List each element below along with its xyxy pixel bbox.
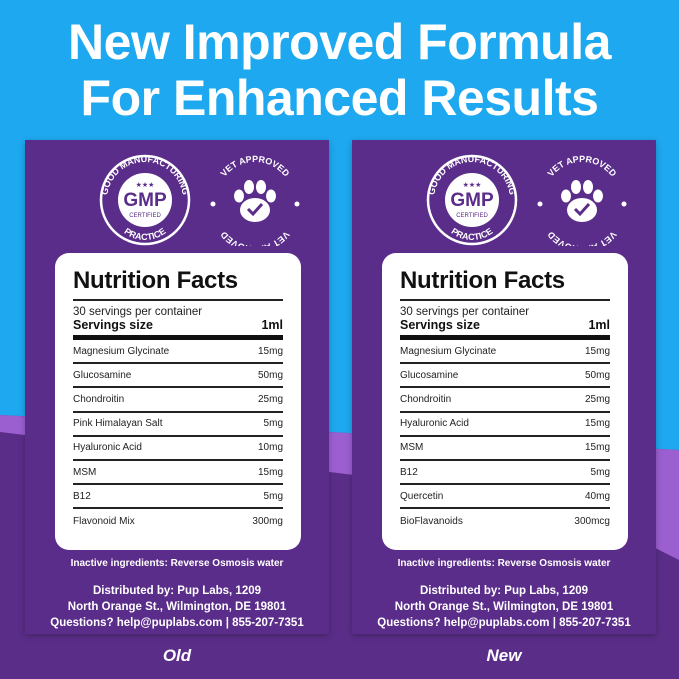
nutrient-row: Hyaluronic Acid 10mg xyxy=(73,437,283,461)
gmp-badge: GOOD MANUFACTURING PRACTICE GMP CERTIFIE… xyxy=(99,154,191,246)
dist-line: Distributed by: Pup Labs, 1209 xyxy=(92,585,262,597)
nutrient-amount: 25mg xyxy=(257,393,283,405)
nutrient-amount: 15mg xyxy=(584,345,610,357)
nutrient-row: Quercetin 40mg xyxy=(400,485,610,510)
nutrient-row: Pink Himalayan Salt 5mg xyxy=(73,413,283,437)
nutrient-amount: 300mcg xyxy=(574,515,610,527)
distributor-info: Distributed by: Pup Labs, 1209 North Oran… xyxy=(25,583,329,631)
paw-check-icon xyxy=(234,180,276,222)
dist-line: North Orange St., Wilmington, DE 19801 xyxy=(67,601,287,613)
inactive-ingredients: Inactive ingredients: Reverse Osmosis wa… xyxy=(397,558,611,569)
serving-size-value: 1ml xyxy=(588,318,610,332)
svg-text:GMP: GMP xyxy=(123,190,167,211)
svg-text:★★★: ★★★ xyxy=(463,181,482,189)
nutrient-amount: 15mg xyxy=(257,345,283,357)
nutrient-amount: 50mg xyxy=(257,369,283,381)
nutrient-name: Chondroitin xyxy=(400,393,452,405)
nutrient-name: BioFlavanoids xyxy=(400,515,463,527)
nutrition-facts-panel: Nutrition Facts 30 servings per containe… xyxy=(382,253,628,550)
nutrient-name: Magnesium Glycinate xyxy=(73,345,170,357)
dist-line: Questions? help@puplabs.com | 855-207-73… xyxy=(50,617,304,629)
servings-per-container: 30 servings per container xyxy=(400,306,530,318)
servings-per-container: 30 servings per container xyxy=(73,306,203,318)
nutrition-facts-title: Nutrition Facts xyxy=(73,267,283,301)
svg-text:VET APPROVED: VET APPROVED xyxy=(218,229,291,246)
nutrient-row: Glucosamine 50mg xyxy=(73,364,283,389)
nutrient-amount: 15mg xyxy=(584,442,610,454)
nutrient-row: Hyaluronic Acid 15mg xyxy=(400,413,610,437)
headline-line-2: For Enhanced Results xyxy=(80,70,599,126)
nutrient-row: MSM 15mg xyxy=(73,461,283,486)
nutrient-row: B12 5mg xyxy=(400,461,610,486)
nutrient-row: Magnesium Glycinate 15mg xyxy=(400,340,610,365)
svg-text:PRACTICE: PRACTICE xyxy=(449,226,494,242)
nutrient-name: B12 xyxy=(400,466,418,478)
nutrient-row: BioFlavanoids 300mcg xyxy=(400,509,610,533)
nutrient-row: Chondroitin 25mg xyxy=(400,388,610,413)
distributor-info: Distributed by: Pup Labs, 1209 North Oran… xyxy=(352,583,656,631)
nutrient-row: Flavonoid Mix 300mg xyxy=(73,509,283,533)
nutrient-row: MSM 15mg xyxy=(400,437,610,461)
nutrient-name: MSM xyxy=(400,442,424,454)
nutrient-amount: 25mg xyxy=(584,393,610,405)
nutrient-name: Hyaluronic Acid xyxy=(400,418,469,430)
nutrient-name: Glucosamine xyxy=(400,369,459,381)
nutrition-card-new: GOOD MANUFACTURING PRACTICE GMP CERTIFIE… xyxy=(352,140,656,634)
nutrient-name: Hyaluronic Acid xyxy=(73,442,142,454)
serving-size: Servings size 1ml xyxy=(400,318,610,340)
nutrient-row: Chondroitin 25mg xyxy=(73,388,283,413)
headline-line-1: New Improved Formula xyxy=(68,14,611,70)
paw-check-icon xyxy=(561,180,603,222)
nutrient-amount: 15mg xyxy=(584,418,610,430)
badges: GOOD MANUFACTURING PRACTICE GMP CERTIFIE… xyxy=(426,154,627,254)
svg-text:VET APPROVED: VET APPROVED xyxy=(545,229,618,246)
gmp-badge: GOOD MANUFACTURING PRACTICE GMP CERTIFIE… xyxy=(426,154,518,246)
nutrient-name: MSM xyxy=(73,466,97,478)
nutrient-name: Quercetin xyxy=(400,490,444,502)
svg-text:PRACTICE: PRACTICE xyxy=(122,226,167,242)
badges: GOOD MANUFACTURING PRACTICE GMP CERTIFIE… xyxy=(99,154,300,254)
svg-text:VET APPROVED: VET APPROVED xyxy=(219,154,292,179)
dist-line: Distributed by: Pup Labs, 1209 xyxy=(419,585,589,597)
vet-approved-badge: VET APPROVED VET APPROVED xyxy=(210,154,300,254)
svg-text:CERTIFIED: CERTIFIED xyxy=(129,213,161,219)
vet-approved-badge: VET APPROVED VET APPROVED xyxy=(537,154,627,254)
serving-size-label: Servings size xyxy=(73,318,153,332)
svg-text:CERTIFIED: CERTIFIED xyxy=(456,213,488,219)
serving-size-label: Servings size xyxy=(400,318,480,332)
nutrient-amount: 10mg xyxy=(257,442,283,454)
serving-size: Servings size 1ml xyxy=(73,318,283,340)
nutrient-name: Pink Himalayan Salt xyxy=(73,418,163,430)
nutrient-amount: 15mg xyxy=(257,466,283,478)
nutrient-amount: 300mg xyxy=(252,515,283,527)
caption-new: New xyxy=(486,646,522,665)
nutrient-name: B12 xyxy=(73,490,91,502)
nutrient-name: Flavonoid Mix xyxy=(73,515,135,527)
nutrient-amount: 40mg xyxy=(584,490,610,502)
nutrition-facts-panel: Nutrition Facts 30 servings per containe… xyxy=(55,253,301,550)
caption-old: Old xyxy=(162,646,192,665)
nutrient-name: Chondroitin xyxy=(73,393,125,405)
svg-text:GMP: GMP xyxy=(450,190,494,211)
nutrient-name: Glucosamine xyxy=(73,369,132,381)
svg-text:VET APPROVED: VET APPROVED xyxy=(546,154,619,179)
nutrient-row: Magnesium Glycinate 15mg xyxy=(73,340,283,365)
inactive-ingredients: Inactive ingredients: Reverse Osmosis wa… xyxy=(70,558,284,569)
dist-line: Questions? help@puplabs.com | 855-207-73… xyxy=(377,617,631,629)
nutrient-amount: 5mg xyxy=(263,490,283,502)
nutrition-facts-title: Nutrition Facts xyxy=(400,267,610,301)
nutrient-name: Magnesium Glycinate xyxy=(400,345,497,357)
nutrient-amount: 5mg xyxy=(590,466,610,478)
svg-text:★★★: ★★★ xyxy=(136,181,155,189)
nutrient-row: B12 5mg xyxy=(73,485,283,510)
nutrient-amount: 5mg xyxy=(263,418,283,430)
dist-line: North Orange St., Wilmington, DE 19801 xyxy=(394,601,614,613)
nutrition-card-old: GOOD MANUFACTURING PRACTICE GMP CERTIFIE… xyxy=(25,140,329,634)
nutrient-amount: 50mg xyxy=(584,369,610,381)
nutrient-row: Glucosamine 50mg xyxy=(400,364,610,389)
serving-size-value: 1ml xyxy=(261,318,283,332)
